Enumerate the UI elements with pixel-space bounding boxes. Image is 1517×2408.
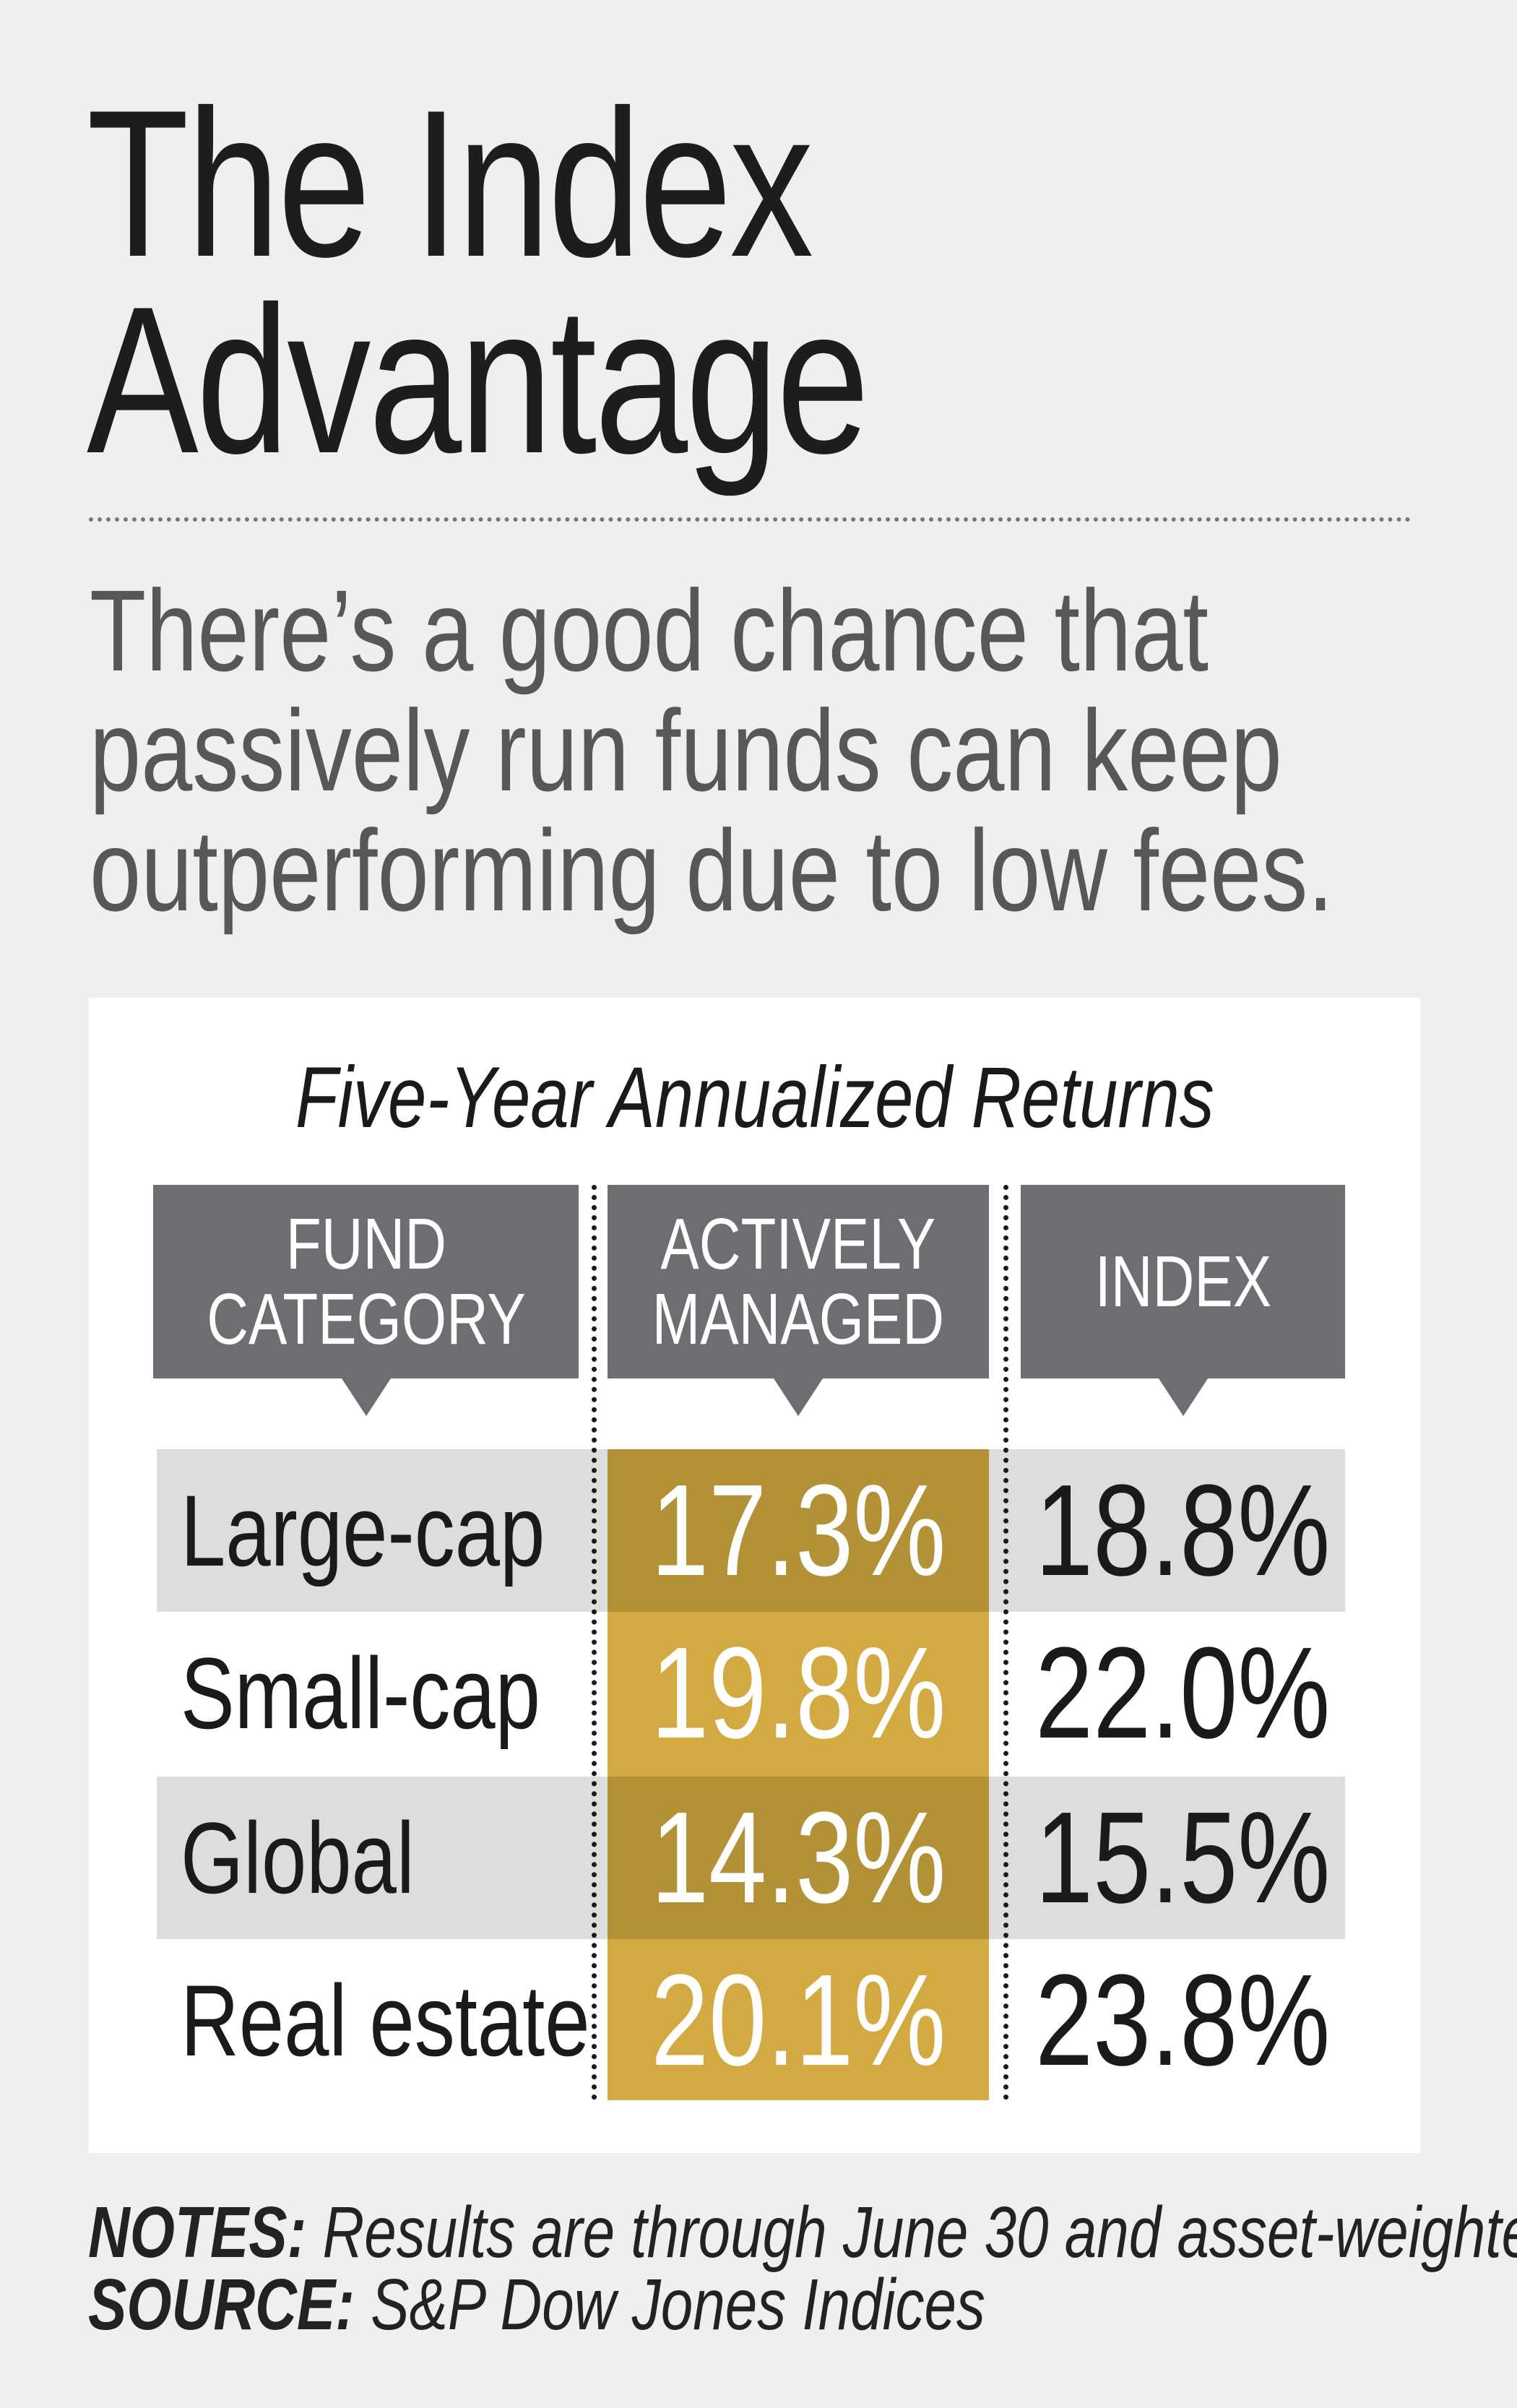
category-text: Real estate (181, 1963, 590, 2077)
index-text: 22.0% (1035, 1621, 1331, 1766)
active-cell-bg (608, 1777, 989, 1939)
header-line: INDEX (1094, 1241, 1271, 1322)
active-cell-bg (608, 1449, 989, 1612)
index-return: 15.5% (1021, 1777, 1345, 1939)
header-line: ACTIVELY (660, 1204, 936, 1285)
subtitle-line: outperforming due to low fees. (90, 806, 1334, 935)
dotted-divider (89, 517, 1411, 522)
fund-category: Large-cap (181, 1449, 636, 1612)
fund-category: Small-cap (181, 1612, 630, 1774)
header-line: CATEGORY (206, 1279, 526, 1360)
page-title: The Index Advantage (87, 66, 1063, 497)
index-return: 23.8% (1021, 1939, 1345, 2102)
notes-label: NOTES: (88, 2192, 307, 2273)
category-text: Small-cap (181, 1636, 540, 1750)
title-line-1: The Index (87, 66, 813, 301)
footnotes: NOTES: Results are through June 30 and a… (88, 2196, 1517, 2341)
column-divider (1003, 1185, 1008, 2100)
subtitle-line: There’s a good chance that (90, 566, 1209, 695)
notes-line: NOTES: Results are through June 30 and a… (88, 2196, 1517, 2269)
column-header-fund-category: FUND CATEGORY (153, 1185, 579, 1416)
index-return: 22.0% (1021, 1612, 1345, 1774)
header-line: MANAGED (652, 1279, 945, 1360)
column-divider (592, 1185, 597, 2100)
active-cell-bg (608, 1612, 989, 1777)
index-text: 15.5% (1035, 1785, 1331, 1930)
active-cell-bg (608, 1939, 989, 2100)
active-return: 14.3% (608, 1777, 989, 1939)
active-text: 20.1% (650, 1948, 946, 2093)
index-return: 18.8% (1021, 1449, 1345, 1612)
source-line: SOURCE: S&P Dow Jones Indices (88, 2269, 985, 2341)
source-label: SOURCE: (88, 2264, 355, 2345)
title-line-2: Advantage (87, 263, 870, 497)
source-text: S&P Dow Jones Indices (371, 2264, 985, 2345)
column-header-actively-managed: ACTIVELY MANAGED (608, 1185, 989, 1416)
category-text: Global (181, 1800, 415, 1915)
fund-category: Global (181, 1777, 473, 1939)
active-text: 14.3% (650, 1785, 946, 1930)
active-text: 17.3% (650, 1458, 946, 1603)
active-return: 17.3% (608, 1449, 989, 1612)
column-header-index: INDEX (1021, 1185, 1345, 1416)
table-title: Five-Year Annualized Returns (89, 1048, 1420, 1147)
index-text: 23.8% (1035, 1948, 1331, 2093)
active-return: 19.8% (608, 1612, 989, 1774)
subtitle: There’s a good chance that passively run… (90, 571, 1517, 931)
header-line: FUND (285, 1204, 446, 1285)
active-text: 19.8% (650, 1621, 946, 1766)
index-text: 18.8% (1035, 1458, 1331, 1603)
category-text: Large-cap (181, 1473, 545, 1587)
fund-category: Real estate (181, 1939, 692, 2102)
active-return: 20.1% (608, 1939, 989, 2102)
notes-text: Results are through June 30 and asset-we… (322, 2192, 1517, 2273)
table-title-text: Five-Year Annualized Returns (295, 1049, 1214, 1146)
subtitle-line: passively run funds can keep (90, 686, 1282, 815)
